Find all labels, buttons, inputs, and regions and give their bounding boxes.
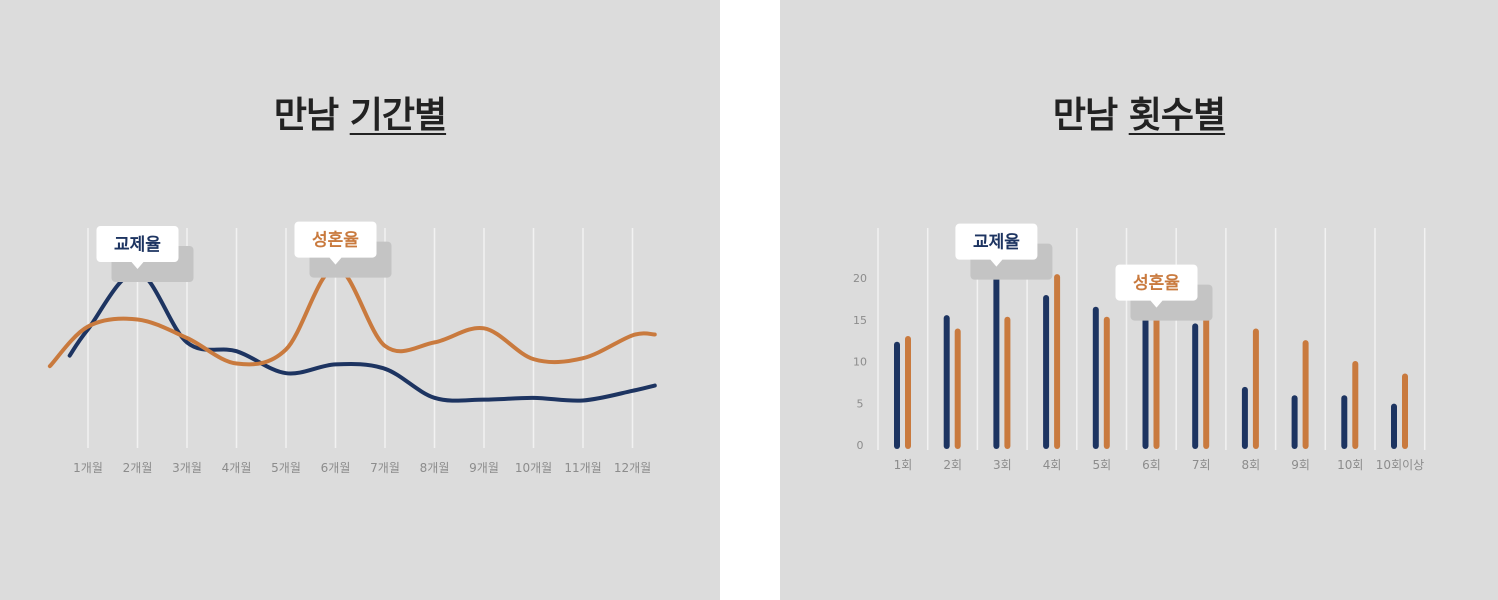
x-tick-label: 9개월: [469, 461, 499, 475]
x-tick-label: 6회: [1142, 458, 1161, 472]
x-tick-label: 5회: [1092, 458, 1111, 472]
callout-box: [96, 226, 179, 269]
callout-box: [294, 221, 377, 265]
x-tick-label: 8개월: [420, 461, 450, 475]
x-tick-label: 5개월: [271, 461, 301, 475]
y-tick-label: 5: [857, 397, 864, 410]
title-emphasis: 횟수별: [1128, 95, 1226, 136]
chart-title-period: 만남 기간별: [0, 86, 720, 138]
x-tick-label: 9회: [1291, 458, 1310, 472]
x-tick-label: 10회: [1337, 458, 1363, 472]
panel-meeting-period: 만남 기간별 1개월 2개월 3개월 4개월 5개월 6개월 7개월 8개월 9개월 10개월 11…: [0, 0, 720, 600]
x-tick-label: 10개월: [515, 461, 552, 475]
x-tick-label: 12개월: [614, 461, 651, 475]
x-tick-label: 6개월: [321, 461, 351, 475]
x-tick-label: 2개월: [123, 461, 153, 475]
callout-box: [955, 223, 1038, 267]
y-tick-label: 0: [857, 439, 864, 452]
callout-label: 성혼율: [312, 230, 359, 251]
x-tick-label: 7개월: [370, 461, 400, 475]
x-tick-label: 3회: [993, 458, 1012, 472]
title-emphasis: 기간별: [349, 95, 447, 136]
series-line-orange: [47, 265, 657, 369]
chart-title-count: 만남 횟수별: [780, 86, 1498, 138]
panel-meeting-count: 만남 횟수별 0 5 10 15 20 1회 2회 3회 4회 5회 6회 7회 8회 9회 10회 10회이…: [780, 0, 1498, 600]
title-prefix: 만남: [273, 95, 339, 136]
callout-label: 교제율: [973, 233, 1020, 253]
x-tick-label: 7회: [1192, 458, 1211, 472]
callout-label: 성혼율: [1133, 273, 1180, 294]
callout-label: 교제율: [114, 235, 161, 255]
y-tick-label: 10: [853, 356, 867, 369]
x-tick-label: 4회: [1043, 458, 1062, 472]
x-tick-label: 11개월: [564, 461, 601, 475]
x-tick-label: 3개월: [172, 461, 202, 475]
x-tick-label: 8회: [1242, 458, 1261, 472]
y-tick-label: 20: [853, 272, 867, 285]
title-prefix: 만남: [1052, 95, 1118, 136]
x-tick-label: 4개월: [222, 461, 252, 475]
series-line-navy: [67, 270, 657, 403]
y-tick-label: 15: [853, 314, 867, 327]
x-tick-label: 1회: [894, 458, 913, 472]
x-tick-label: 10회이상: [1376, 458, 1424, 472]
x-tick-label: 2회: [943, 458, 962, 472]
callout-box: [1115, 264, 1198, 308]
line-chart: 1개월 2개월 3개월 4개월 5개월 6개월 7개월 8개월 9개월 10개월 11개월 12개월 교…: [47, 221, 657, 475]
x-tick-label: 1개월: [73, 461, 103, 475]
